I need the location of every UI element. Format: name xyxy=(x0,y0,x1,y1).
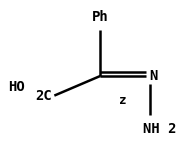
Text: HO: HO xyxy=(8,80,25,94)
Text: N: N xyxy=(149,69,157,83)
Text: Ph: Ph xyxy=(92,10,109,24)
Text: NH 2: NH 2 xyxy=(143,122,177,136)
Text: z: z xyxy=(119,94,126,107)
Text: 2C: 2C xyxy=(35,89,52,103)
